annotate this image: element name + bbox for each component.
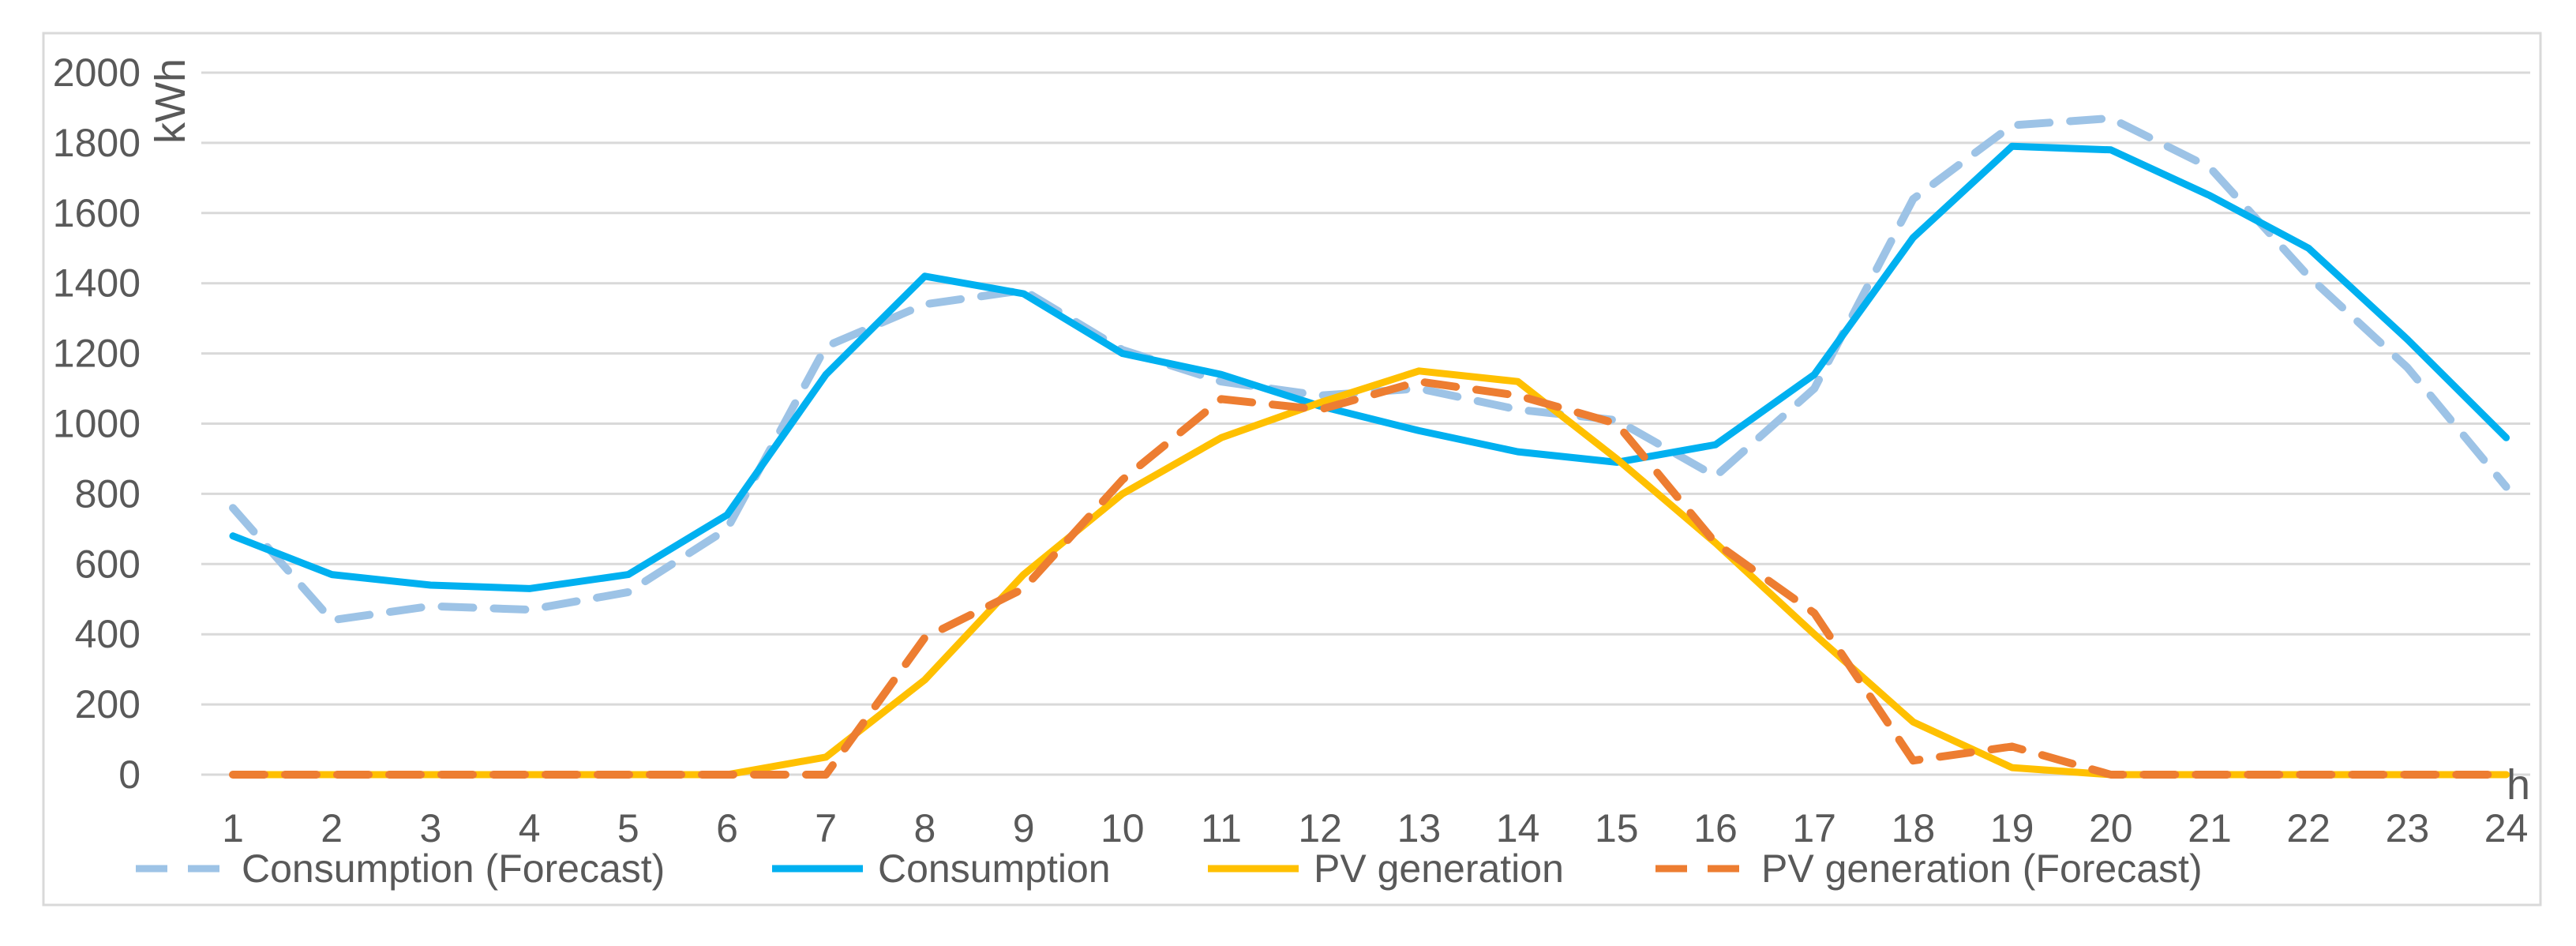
y-tick-label: 0 xyxy=(118,753,141,797)
legend-label: Consumption (Forecast) xyxy=(242,847,665,891)
y-tick-label: 1000 xyxy=(53,402,141,446)
legend-label: PV generation xyxy=(1314,847,1564,891)
x-tick-label: 4 xyxy=(519,806,541,850)
legend-label: Consumption xyxy=(878,847,1111,891)
y-tick-label: 200 xyxy=(75,682,141,726)
y-tick-label: 400 xyxy=(75,612,141,656)
y-tick-label: 1800 xyxy=(53,121,141,165)
x-tick-label: 19 xyxy=(1990,806,2034,850)
x-tick-label: 16 xyxy=(1693,806,1738,850)
x-tick-label: 15 xyxy=(1595,806,1639,850)
x-axis-ticks: 1 2 3 4 5 6 7 8 9 10 11 12 13 14 15 16 17 18 19 20 21 22 23 24 xyxy=(222,806,2528,850)
x-tick-label: 11 xyxy=(1201,806,1242,850)
y-axis-ticks: 0 200 400 600 800 1000 1200 1400 1600 1800 2000 xyxy=(53,51,141,797)
x-tick-label: 8 xyxy=(913,806,936,850)
x-tick-label: 24 xyxy=(2484,806,2529,850)
series-lines xyxy=(229,114,2510,779)
x-tick-label: 22 xyxy=(2286,806,2330,850)
chart-frame xyxy=(42,32,2542,907)
x-tick-label: 3 xyxy=(419,806,441,850)
x-tick-label: 7 xyxy=(815,806,837,850)
x-tick-label: 17 xyxy=(1792,806,1836,850)
x-tick-label: 5 xyxy=(617,806,639,850)
x-tick-label: 12 xyxy=(1298,806,1342,850)
series-line-pv-generation-forecast xyxy=(229,377,2510,779)
y-tick-label: 1400 xyxy=(53,261,141,306)
y-tick-label: 2000 xyxy=(53,51,141,95)
x-tick-label: 6 xyxy=(716,806,738,850)
legend-label: PV generation (Forecast) xyxy=(1761,847,2203,891)
series-line-consumption-forecast xyxy=(229,114,2510,625)
x-tick-label: 9 xyxy=(1013,806,1035,850)
x-tick-label: 18 xyxy=(1892,806,1936,850)
x-axis-label: h xyxy=(2507,761,2530,809)
x-tick-label: 23 xyxy=(2386,806,2430,850)
y-tick-label: 800 xyxy=(75,471,141,516)
x-tick-label: 2 xyxy=(321,806,343,850)
y-tick-label: 600 xyxy=(75,542,141,586)
legend: Consumption (Forecast) Consumption PV gene… xyxy=(136,847,2203,891)
x-tick-label: 21 xyxy=(2188,806,2232,850)
series-line-consumption xyxy=(229,142,2510,592)
y-tick-label: 1600 xyxy=(53,191,141,235)
x-tick-label: 1 xyxy=(222,806,244,850)
x-tick-label: 13 xyxy=(1397,806,1442,850)
x-tick-label: 20 xyxy=(2089,806,2133,850)
y-axis-label: kWh xyxy=(147,58,194,144)
y-tick-label: 1200 xyxy=(53,332,141,376)
x-tick-label: 10 xyxy=(1101,806,1145,850)
x-tick-label: 14 xyxy=(1496,806,1540,850)
